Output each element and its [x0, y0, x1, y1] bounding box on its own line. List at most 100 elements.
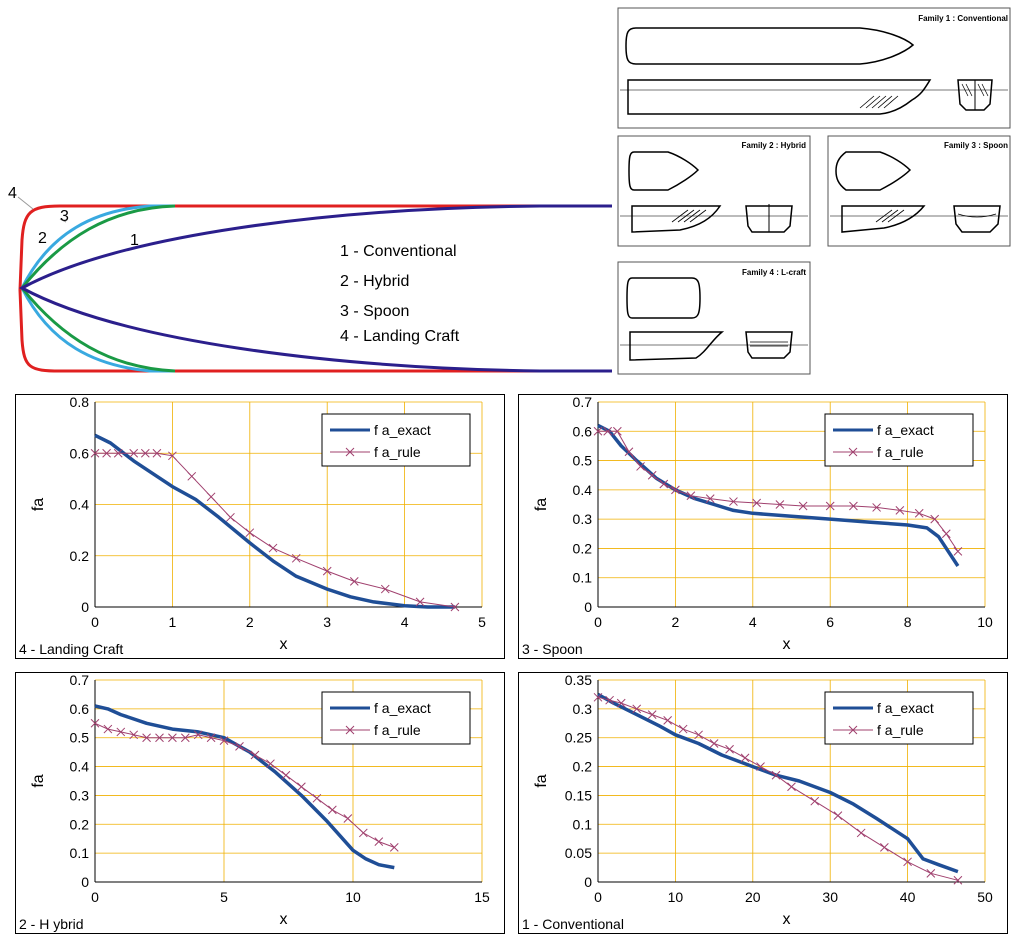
- x-tick-label: 3: [323, 614, 331, 630]
- rule-point: [358, 828, 368, 838]
- family-4-panel: Family 4 : L-craft: [617, 261, 811, 375]
- y-tick-label: 0.1: [70, 845, 90, 861]
- legend-marker-rule: [345, 725, 355, 735]
- rule-point: [833, 811, 843, 820]
- rule-point: [297, 782, 306, 792]
- legend-marker-rule: [848, 447, 858, 457]
- hull-legend-landing-craft: 4 - Landing Craft: [340, 328, 460, 345]
- series-exact: [94, 433, 455, 609]
- rule-point: [775, 500, 785, 509]
- series-rule: [593, 692, 963, 885]
- rule-point: [312, 793, 322, 803]
- rule-point: [636, 462, 645, 471]
- legend-label: f a_rule: [877, 722, 924, 738]
- x-tick-label: 40: [900, 889, 916, 905]
- rule-point: [152, 448, 162, 458]
- hull-number-2: 2: [38, 230, 47, 247]
- rule-point: [729, 497, 738, 506]
- legend-label: f a_rule: [877, 444, 924, 460]
- hull-legend-hybrid: 2 - Hybrid: [340, 273, 409, 290]
- x-tick-label: 0: [91, 889, 99, 905]
- y-tick-label: 0.1: [573, 570, 593, 586]
- legend-label: f a_rule: [374, 722, 421, 738]
- legend-label: f a_exact: [374, 700, 431, 716]
- family-3-title: Family 3 : Spoon: [944, 141, 1008, 150]
- series-rule: [593, 426, 963, 556]
- rule-point: [603, 426, 613, 436]
- y-tick-label: 0.5: [573, 453, 593, 469]
- rule-point: [235, 742, 244, 751]
- x-tick-label: 10: [345, 889, 361, 905]
- rule-point: [705, 494, 715, 503]
- y-tick-label: 0.8: [70, 394, 90, 410]
- rule-point: [612, 426, 622, 436]
- rule-point: [266, 759, 275, 769]
- rule-point: [90, 448, 100, 458]
- hull-number-4: 4: [8, 185, 17, 202]
- y-axis-label: fa: [30, 774, 47, 787]
- rule-point: [206, 492, 216, 502]
- rule-point: [663, 716, 673, 725]
- family-1-panel: Family 1 : Conventional: [617, 7, 1011, 129]
- rule-point: [856, 828, 866, 838]
- exact-line: [94, 433, 455, 609]
- x-tick-label: 6: [826, 614, 834, 630]
- family-3-panel: Family 3 : Spoon: [827, 135, 1011, 247]
- y-tick-label: 0.4: [70, 759, 90, 775]
- y-tick-label: 0.1: [573, 816, 593, 832]
- x-axis-label: x: [280, 636, 288, 653]
- legend-box: [824, 691, 974, 745]
- rule-point: [219, 736, 229, 745]
- rule-point: [322, 566, 332, 576]
- rule-point: [226, 512, 235, 522]
- rule-point: [880, 843, 889, 852]
- x-tick-label: 10: [668, 889, 684, 905]
- rule-point: [914, 508, 924, 518]
- rule-line: [598, 430, 959, 552]
- y-tick-label: 0.3: [573, 511, 593, 527]
- rule-line: [94, 722, 395, 848]
- rule-point: [605, 695, 614, 705]
- y-tick-label: 0.6: [573, 423, 593, 439]
- family-1-title: Family 1 : Conventional: [918, 14, 1008, 23]
- y-tick-label: 0.7: [70, 672, 90, 688]
- rule-point: [142, 733, 151, 743]
- legend-label: f a_exact: [374, 422, 431, 438]
- x-tick-label: 30: [822, 889, 838, 905]
- x-tick-label: 8: [904, 614, 912, 630]
- legend-label: f a_exact: [877, 700, 934, 716]
- y-tick-label: 0: [81, 874, 89, 890]
- rule-point: [930, 514, 940, 524]
- x-tick-label: 4: [749, 614, 757, 630]
- x-tick-label: 0: [594, 889, 602, 905]
- chart-landing-craft: 0 0.2 0.4 0.6 0.8 0 1 2 3 4 5 fa x 4 - Landing Craft f…: [15, 394, 505, 659]
- rule-point: [343, 814, 353, 823]
- rule-point: [709, 739, 719, 748]
- rule-point: [810, 796, 820, 806]
- rule-point: [187, 471, 197, 481]
- hull-legend-conventional: 1 - Conventional: [340, 243, 457, 260]
- series-rule: [90, 448, 460, 612]
- rule-point: [771, 770, 781, 780]
- rule-point: [752, 498, 762, 508]
- chart-conventional: 0 0.05 0.1 0.15 0.2 0.25 0.3 0.35 0 10 20 30 40 50 fa x…: [518, 672, 1008, 934]
- y-tick-label: 0.6: [70, 445, 90, 461]
- rule-point: [206, 733, 216, 743]
- chart-caption: 1 - Conventional: [522, 916, 624, 932]
- rule-point: [740, 753, 750, 763]
- x-axis-label: x: [783, 636, 791, 653]
- rule-point: [268, 543, 278, 553]
- y-axis-label: fa: [533, 498, 550, 511]
- rule-point: [129, 448, 139, 458]
- y-tick-label: 0.4: [70, 497, 90, 513]
- rule-point: [678, 724, 688, 734]
- rule-point: [193, 730, 203, 740]
- rule-point: [328, 805, 337, 815]
- y-tick-label: 0.6: [70, 701, 90, 717]
- y-tick-label: 0.4: [573, 482, 593, 498]
- y-tick-label: 0.25: [565, 730, 592, 746]
- rule-point: [647, 470, 657, 480]
- x-tick-label: 20: [745, 889, 761, 905]
- legend-box: [321, 691, 471, 745]
- x-tick-label: 10: [977, 614, 993, 630]
